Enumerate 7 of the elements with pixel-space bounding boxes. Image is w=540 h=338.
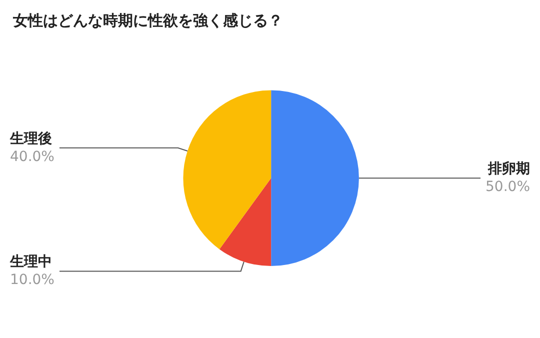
data-label: 50.0% bbox=[486, 179, 530, 196]
data-label: 40.0% bbox=[10, 148, 54, 165]
slice-label: 排卵期 bbox=[487, 161, 530, 178]
slice-label: 生理中 bbox=[9, 254, 52, 270]
chart-title: 女性はどんな時期に性欲を強く感じる？ bbox=[12, 12, 283, 30]
data-label: 10.0% bbox=[10, 272, 54, 288]
slice-label: 生理後 bbox=[9, 130, 52, 147]
